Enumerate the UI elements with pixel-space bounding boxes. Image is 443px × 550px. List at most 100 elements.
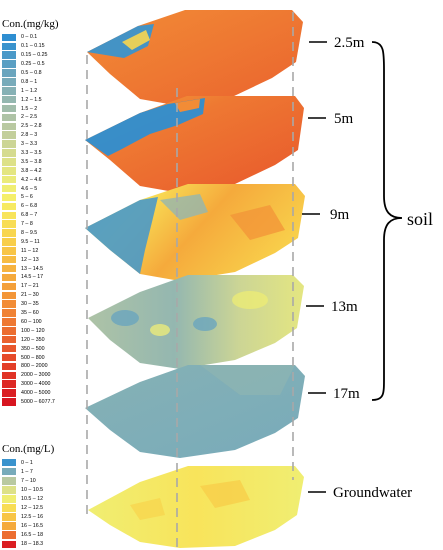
soil-legend-items: 0 – 0.1 0.1 – 0.15 0.15 – 0.25 0.25 – 0.5 0.… <box>2 33 59 406</box>
soil-legend-label: 2.5 – 2.8 <box>21 123 42 130</box>
groundwater-legend-swatch <box>2 476 16 485</box>
groundwater-legend-swatch <box>2 495 16 503</box>
soil-legend-swatch <box>2 255 16 264</box>
soil-legend-item: 500 – 800 <box>2 353 59 362</box>
soil-legend-item: 800 – 2000 <box>2 362 59 371</box>
soil-legend-label: 0.1 – 0.15 <box>21 43 45 50</box>
soil-legend-item: 100 – 120 <box>2 326 59 335</box>
soil-legend-swatch <box>2 211 16 219</box>
soil-legend-swatch <box>2 33 16 42</box>
soil-legend-item: 5000 – 6077.7 <box>2 398 59 407</box>
soil-legend-label: 4.6 – 5 <box>21 185 38 192</box>
soil-legend-label: 6 – 6.8 <box>21 203 38 210</box>
soil-legend-label: 5 – 6 <box>21 194 33 201</box>
groundwater-legend-item: 10 – 10.5 <box>2 485 54 494</box>
soil-legend-label: 17 – 21 <box>21 283 39 290</box>
groundwater-legend-label: 1 – 7 <box>21 468 33 475</box>
soil-legend-label: 4.2 – 4.6 <box>21 176 42 183</box>
soil-legend-item: 0.8 – 1 <box>2 77 59 86</box>
groundwater-legend-swatch <box>2 485 16 494</box>
layer-17m-map <box>85 365 305 458</box>
groundwater-legend-label: 18 – 18.3 <box>21 541 44 548</box>
soil-legend-label: 7 – 8 <box>21 221 33 228</box>
soil-legend-item: 3 – 3.3 <box>2 140 59 149</box>
soil-legend-label: 11 – 12 <box>21 247 39 254</box>
soil-legend-item: 17 – 21 <box>2 282 59 291</box>
soil-legend-swatch <box>2 398 16 406</box>
soil-legend-item: 2000 – 3000 <box>2 371 59 380</box>
soil-legend-label: 3 – 3.3 <box>21 141 38 148</box>
soil-legend-item: 35 – 60 <box>2 309 59 318</box>
soil-legend-swatch <box>2 184 16 193</box>
groundwater-legend-label: 16.5 – 18 <box>21 532 44 539</box>
soil-legend-item: 3.8 – 4.2 <box>2 166 59 175</box>
soil-legend-label: 8 – 9.5 <box>21 230 38 237</box>
soil-legend-swatch <box>2 60 16 68</box>
soil-legend-swatch <box>2 140 16 148</box>
groundwater-legend-label: 12.5 – 16 <box>21 514 44 521</box>
soil-legend-item: 3000 – 4000 <box>2 380 59 389</box>
soil-legend-swatch <box>2 220 16 228</box>
soil-legend-swatch <box>2 104 16 113</box>
groundwater-legend-swatch <box>2 531 16 540</box>
groundwater-legend-label: 12 – 12.5 <box>21 505 44 512</box>
soil-legend-swatch <box>2 78 16 86</box>
soil-label: soil <box>407 209 433 229</box>
groundwater-legend-swatch <box>2 522 16 531</box>
groundwater-legend-item: 10.5 – 12 <box>2 494 54 503</box>
soil-legend-item: 0.25 – 0.5 <box>2 60 59 69</box>
soil-legend-label: 0.8 – 1 <box>21 78 38 85</box>
groundwater-legend-label: 10.5 – 12 <box>21 495 44 502</box>
soil-legend-label: 3.5 – 3.8 <box>21 158 42 165</box>
soil-legend-label: 120 – 350 <box>21 336 45 343</box>
soil-legend-label: 1.2 – 1.5 <box>21 96 42 103</box>
label-13m: 13m <box>331 299 358 315</box>
soil-legend-label: 30 – 35 <box>21 301 39 308</box>
groundwater-legend-label: 0 – 1 <box>21 459 33 466</box>
soil-legend-swatch <box>2 131 16 139</box>
soil-legend-item: 1.2 – 1.5 <box>2 95 59 104</box>
soil-legend-item: 14.5 – 17 <box>2 273 59 282</box>
groundwater-legend-item: 16 – 16.5 <box>2 522 54 531</box>
soil-legend-swatch <box>2 158 16 166</box>
soil-legend-swatch <box>2 282 16 291</box>
soil-legend-item: 60 – 100 <box>2 318 59 327</box>
soil-legend-item: 1.5 – 2 <box>2 104 59 113</box>
soil-legend-label: 500 – 800 <box>21 354 45 361</box>
groundwater-legend-item: 7 – 10 <box>2 476 54 485</box>
soil-legend-item: 7 – 8 <box>2 220 59 229</box>
soil-legend-swatch <box>2 389 16 397</box>
soil-legend-item: 0.1 – 0.15 <box>2 42 59 51</box>
soil-legend-swatch <box>2 51 16 59</box>
groundwater-legend-swatch <box>2 467 16 476</box>
soil-legend-swatch <box>2 380 16 388</box>
layer-labels: 2.5m 5m 9m 13m 17m Groundwater <box>302 35 412 501</box>
soil-legend-label: 350 – 500 <box>21 345 45 352</box>
soil-legend-item: 21 – 30 <box>2 291 59 300</box>
groundwater-legend-label: 10 – 10.5 <box>21 486 44 493</box>
soil-legend-label: 6.8 – 7 <box>21 212 38 219</box>
soil-legend-label: 2000 – 3000 <box>21 372 51 379</box>
groundwater-legend-swatch <box>2 540 16 549</box>
soil-legend-swatch <box>2 122 16 131</box>
soil-legend-title: Con.(mg/kg) <box>2 18 59 30</box>
soil-legend-swatch <box>2 353 16 362</box>
groundwater-map <box>88 466 304 548</box>
soil-legend-swatch <box>2 327 16 335</box>
soil-legend-label: 100 – 120 <box>21 327 45 334</box>
soil-legend-item: 1 – 1.2 <box>2 86 59 95</box>
groundwater-concentration-legend: Con.(mg/L) 0 – 1 1 – 7 7 – 10 10 – 10.5 10.5… <box>2 443 54 549</box>
soil-legend-item: 30 – 35 <box>2 300 59 309</box>
soil-legend-label: 2.8 – 3 <box>21 132 38 139</box>
soil-concentration-legend: Con.(mg/kg) 0 – 0.1 0.1 – 0.15 0.15 – 0.25… <box>2 18 59 406</box>
soil-legend-item: 11 – 12 <box>2 246 59 255</box>
soil-legend-label: 0 – 0.1 <box>21 34 38 41</box>
soil-legend-label: 4000 – 5000 <box>21 390 51 397</box>
groundwater-legend-title: Con.(mg/L) <box>2 443 55 455</box>
soil-legend-item: 4.2 – 4.6 <box>2 175 59 184</box>
soil-legend-swatch <box>2 229 16 237</box>
soil-legend-item: 0.5 – 0.8 <box>2 69 59 78</box>
soil-legend-label: 21 – 30 <box>21 292 39 299</box>
groundwater-legend-items: 0 – 1 1 – 7 7 – 10 10 – 10.5 10.5 – 12 12 – 1… <box>2 458 54 549</box>
